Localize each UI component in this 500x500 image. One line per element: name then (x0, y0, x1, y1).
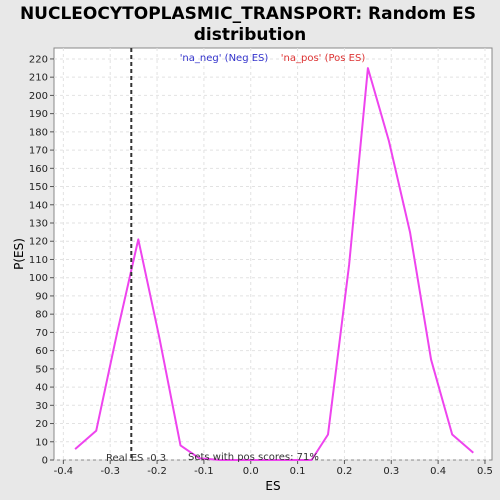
pos-scores-annotation: Sets with pos scores: 71% (188, 452, 319, 463)
y-tick-label: 60 (35, 346, 48, 357)
legend-entry-pos: 'na_pos' (Pos ES) (281, 53, 366, 64)
series-line (74, 67, 474, 461)
real-es-label: Real ES -0.3 (106, 453, 166, 464)
y-tick-label: 120 (29, 237, 48, 248)
marks (74, 48, 474, 461)
y-tick-label: 20 (35, 419, 48, 430)
y-tick-label: 160 (29, 164, 48, 175)
x-tick-label: 0.5 (477, 466, 493, 477)
x-tick-label: 0.3 (383, 466, 399, 477)
y-tick-label: 0 (42, 456, 48, 467)
y-tick-label: 130 (29, 219, 48, 230)
x-tick-label: -0.3 (100, 466, 120, 477)
axes: -0.4 -0.3 -0.2 -0.1 0.0 0.1 0.2 0.3 0.4 0.5 0 10 20 3… (29, 54, 493, 477)
x-tick-label: -0.4 (54, 466, 74, 477)
x-tick-label: 0.4 (430, 466, 446, 477)
x-tick-label: -0.2 (147, 466, 167, 477)
y-tick-label: 10 (35, 437, 48, 448)
y-tick-label: 110 (29, 255, 48, 266)
grid (54, 48, 492, 461)
y-tick-label: 90 (35, 291, 48, 302)
y-tick-label: 150 (29, 182, 48, 193)
plot-area (53, 47, 493, 461)
y-tick-label: 30 (35, 401, 48, 412)
y-tick-label: 140 (29, 200, 48, 211)
y-tick-label: 40 (35, 383, 48, 394)
y-tick-label: 80 (35, 310, 48, 321)
y-tick-label: 100 (29, 273, 48, 284)
chart-title-line2: distribution (194, 25, 306, 45)
legend-entry-neg: 'na_neg' (Neg ES) (180, 53, 269, 64)
y-tick-label: 190 (29, 109, 48, 120)
x-tick-label: 0.2 (336, 466, 352, 477)
x-tick-label: 0.0 (243, 466, 259, 477)
y-tick-label: 180 (29, 127, 48, 138)
x-tick-label: 0.1 (290, 466, 306, 477)
y-tick-label: 170 (29, 146, 48, 157)
y-axis-label: P(ES) (12, 238, 26, 270)
y-tick-label: 200 (29, 91, 48, 102)
x-axis-label: ES (265, 479, 280, 493)
chart-title-line1: NUCLEOCYTOPLASMIC_TRANSPORT: Random ES (20, 4, 476, 24)
y-tick-label: 70 (35, 328, 48, 339)
y-tick-label: 50 (35, 364, 48, 375)
y-tick-label: 210 (29, 73, 48, 84)
y-tick-label: 220 (29, 54, 48, 65)
x-tick-label: -0.1 (194, 466, 214, 477)
